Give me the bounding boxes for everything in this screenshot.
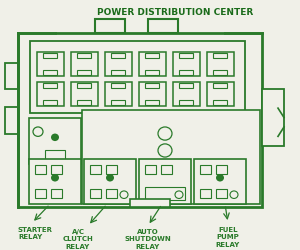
Bar — [84, 159, 136, 204]
Bar — [77, 84, 91, 89]
Bar — [70, 52, 98, 77]
Bar — [51, 189, 62, 199]
Bar — [111, 100, 125, 105]
Bar — [35, 189, 46, 199]
Bar — [111, 84, 125, 89]
Circle shape — [51, 134, 59, 141]
Bar — [172, 82, 200, 107]
Circle shape — [33, 128, 43, 137]
Bar — [200, 165, 211, 174]
Bar — [51, 165, 62, 174]
Bar — [145, 188, 185, 200]
Text: STARTER
RELAY: STARTER RELAY — [18, 226, 53, 239]
Bar — [29, 159, 81, 204]
Bar — [30, 42, 245, 114]
Bar — [18, 34, 262, 207]
Bar — [82, 110, 260, 204]
Circle shape — [230, 191, 238, 199]
Bar — [130, 200, 170, 207]
Bar — [116, 125, 130, 158]
Bar — [43, 54, 57, 59]
Bar — [77, 100, 91, 105]
Bar — [45, 151, 65, 160]
Bar — [194, 119, 246, 164]
Bar — [139, 82, 166, 107]
Bar — [206, 82, 233, 107]
Bar — [43, 100, 57, 105]
Bar — [5, 108, 18, 134]
Bar — [111, 54, 125, 59]
Bar — [77, 54, 91, 59]
Circle shape — [106, 174, 114, 182]
Bar — [206, 52, 233, 77]
Bar — [262, 90, 284, 146]
Bar — [216, 125, 228, 134]
Bar — [148, 20, 178, 34]
Bar — [179, 100, 193, 105]
Bar — [29, 119, 81, 164]
Circle shape — [158, 144, 172, 158]
Bar — [43, 70, 57, 76]
Bar — [145, 165, 156, 174]
Bar — [90, 165, 101, 174]
Bar — [37, 52, 64, 77]
Bar — [213, 84, 227, 89]
Bar — [139, 159, 191, 204]
Bar — [213, 100, 227, 105]
Circle shape — [51, 174, 59, 182]
Circle shape — [216, 174, 224, 182]
Bar — [5, 64, 18, 90]
Bar — [70, 82, 98, 107]
Bar — [172, 52, 200, 77]
Bar — [106, 165, 117, 174]
Bar — [139, 52, 166, 77]
Bar — [179, 84, 193, 89]
Bar — [90, 125, 104, 158]
Bar — [104, 52, 131, 77]
Bar — [179, 54, 193, 59]
Circle shape — [175, 191, 183, 199]
Bar — [145, 54, 159, 59]
Bar — [139, 119, 191, 164]
Text: FUEL
PUMP
RELAY: FUEL PUMP RELAY — [216, 226, 240, 247]
Circle shape — [158, 128, 172, 140]
Text: A/C
CLUTCH
RELAY: A/C CLUTCH RELAY — [63, 228, 93, 249]
Bar — [213, 54, 227, 59]
Bar — [216, 189, 227, 199]
Bar — [145, 100, 159, 105]
Circle shape — [120, 191, 128, 199]
Bar — [111, 70, 125, 76]
Bar — [84, 119, 136, 164]
Bar — [104, 82, 131, 107]
Bar — [95, 20, 125, 34]
Bar — [35, 165, 46, 174]
Bar — [90, 189, 101, 199]
Bar — [145, 84, 159, 89]
Bar — [179, 70, 193, 76]
Bar — [145, 70, 159, 76]
Bar — [200, 189, 211, 199]
Bar — [216, 165, 227, 174]
Bar — [198, 149, 210, 158]
Bar — [216, 149, 228, 158]
Bar — [77, 70, 91, 76]
Bar — [198, 125, 210, 134]
Bar — [194, 159, 246, 204]
Bar — [106, 189, 117, 199]
Bar — [37, 82, 64, 107]
Bar — [213, 70, 227, 76]
Text: AUTO
SHUTDOWN
RELAY: AUTO SHUTDOWN RELAY — [124, 228, 171, 249]
Bar — [161, 165, 172, 174]
Text: POWER DISTRIBUTION CENTER: POWER DISTRIBUTION CENTER — [97, 8, 253, 16]
Bar — [43, 84, 57, 89]
